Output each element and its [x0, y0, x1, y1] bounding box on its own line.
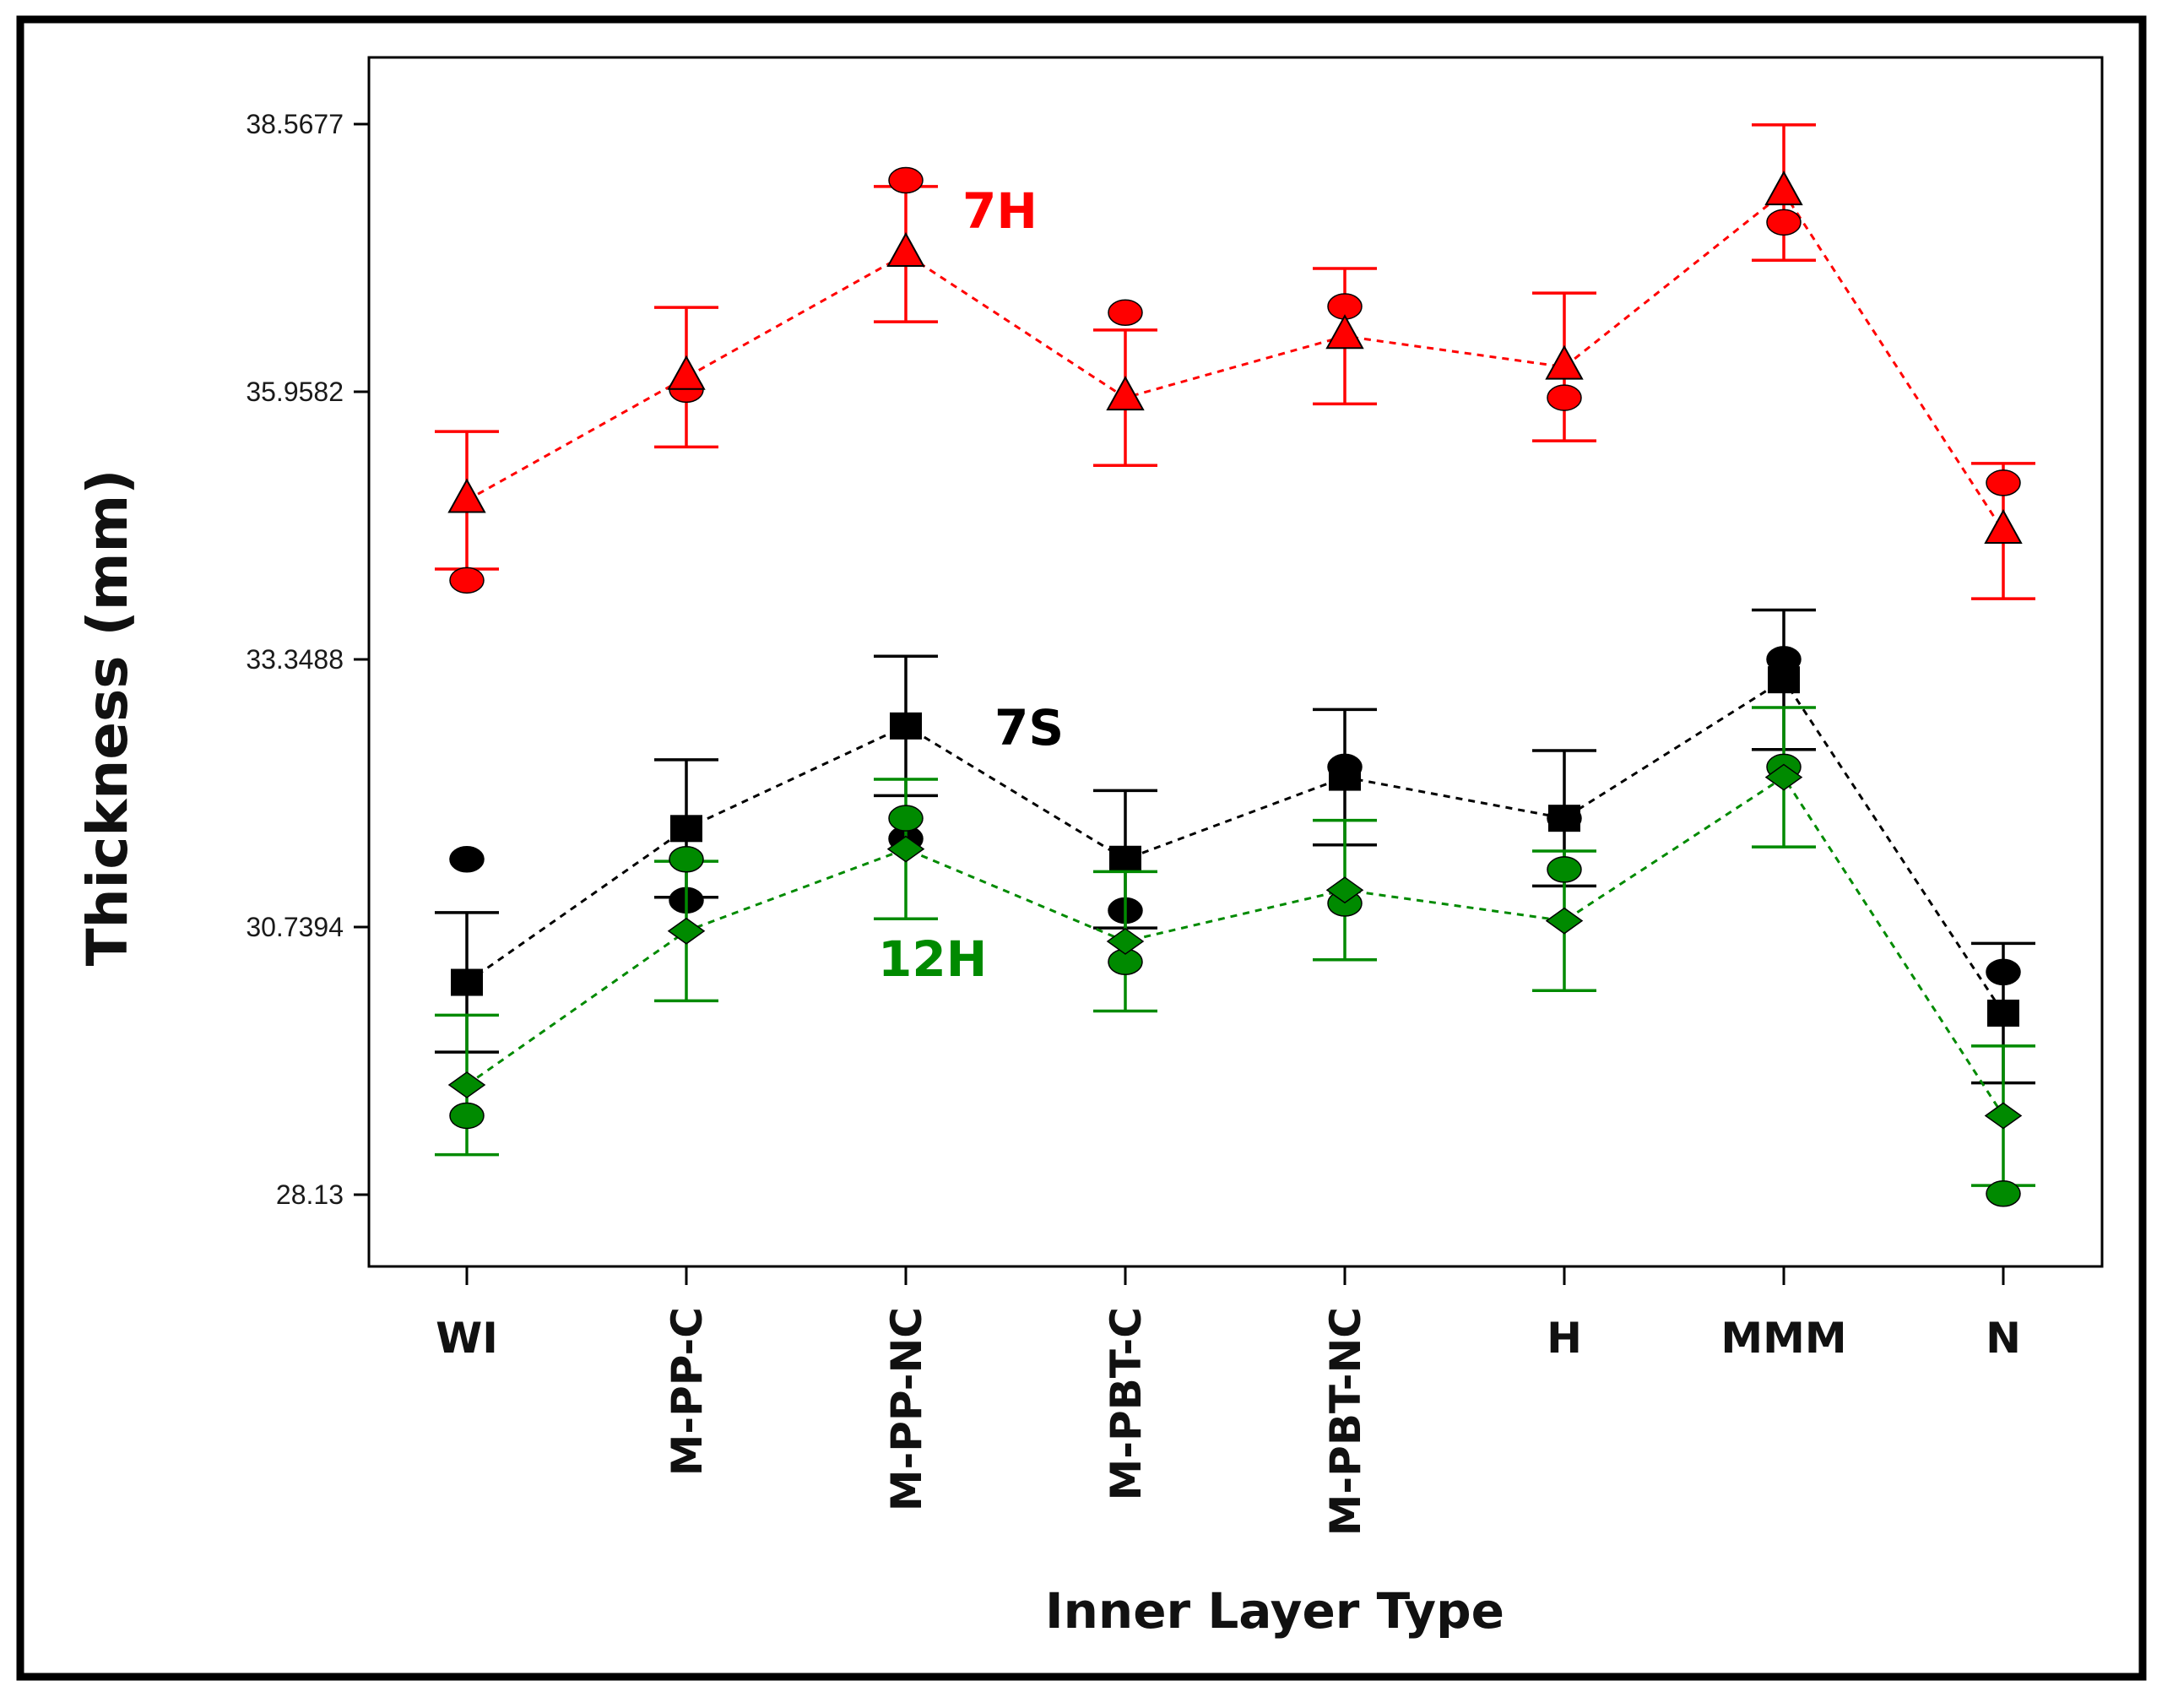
series-7h: [435, 123, 2035, 600]
predicted-point: [1109, 845, 1141, 873]
predicted-point: [667, 917, 706, 945]
outer-frame: [16, 15, 2147, 1681]
y-tick-label: 28.13: [276, 1179, 344, 1210]
observed-point: [888, 805, 924, 832]
observed-point: [1766, 209, 1802, 236]
series-line: [466, 190, 2005, 532]
y-tick-label: 33.3488: [246, 644, 344, 675]
series-label-12h: 12H: [878, 930, 987, 988]
series-12h: [435, 706, 2035, 1207]
predicted-point: [890, 712, 922, 740]
predicted-point: [1106, 376, 1145, 411]
predicted-point: [1984, 508, 2023, 545]
y-axis-title: Thickness (mm): [75, 469, 140, 967]
predicted-point: [1984, 1102, 2023, 1130]
series-label-7s: 7S: [994, 699, 1064, 756]
x-tick-label: M-PBT-C: [1102, 1307, 1151, 1500]
predicted-point: [1106, 928, 1145, 955]
predicted-point: [451, 968, 483, 996]
predicted-point: [447, 478, 486, 513]
predicted-point: [447, 1071, 486, 1098]
x-tick-label: WI: [436, 1314, 498, 1363]
series-line: [466, 775, 2005, 1117]
observed-point: [449, 1102, 485, 1130]
predicted-point: [1987, 999, 2019, 1027]
observed-point: [449, 846, 485, 873]
predicted-point: [1764, 763, 1803, 791]
predicted-point: [667, 355, 706, 390]
predicted-point: [1764, 171, 1803, 206]
x-axis: WI M-PP-C M-PP-NC M-PBT-C M-PBT-NC H MMM N: [436, 1266, 2021, 1536]
observed-point: [1986, 958, 2021, 986]
y-tick-label: 35.9582: [246, 377, 344, 407]
predicted-point: [1325, 876, 1364, 904]
x-tick-label: M-PBT-NC: [1321, 1307, 1370, 1536]
x-axis-title: Inner Layer Type: [1045, 1582, 1504, 1640]
predicted-point: [1325, 314, 1364, 350]
plot-area: [367, 56, 2104, 1268]
observed-point: [449, 567, 485, 594]
observed-point: [1547, 856, 1582, 883]
predicted-point: [1545, 907, 1584, 935]
predicted-point: [1545, 344, 1584, 380]
observed-point: [1986, 1180, 2021, 1207]
x-tick-label: N: [1986, 1314, 2021, 1363]
observed-point: [1108, 299, 1143, 326]
predicted-point: [670, 815, 702, 843]
observed-point: [1547, 384, 1582, 411]
x-tick-label: MMM: [1720, 1314, 1846, 1363]
predicted-point: [1768, 666, 1800, 694]
predicted-point: [886, 835, 925, 863]
x-tick-label: H: [1547, 1314, 1582, 1363]
series-line: [466, 678, 2005, 1014]
x-tick-label: M-PP-C: [663, 1307, 712, 1476]
series-layer: [435, 123, 2035, 1207]
series-label-7h: 7H: [962, 182, 1038, 240]
predicted-point: [1329, 763, 1361, 791]
predicted-point: [886, 231, 925, 268]
x-tick-label: M-PP-NC: [882, 1307, 931, 1511]
y-tick-label: 30.7394: [246, 912, 344, 942]
observed-point: [888, 166, 924, 194]
y-tick-label: 38.5677: [246, 109, 344, 139]
observed-point: [1986, 469, 2021, 496]
predicted-point: [1548, 805, 1580, 832]
observed-point: [669, 846, 704, 873]
y-axis: 28.13 30.7394 33.3488 35.9582 38.5677: [246, 109, 369, 1210]
